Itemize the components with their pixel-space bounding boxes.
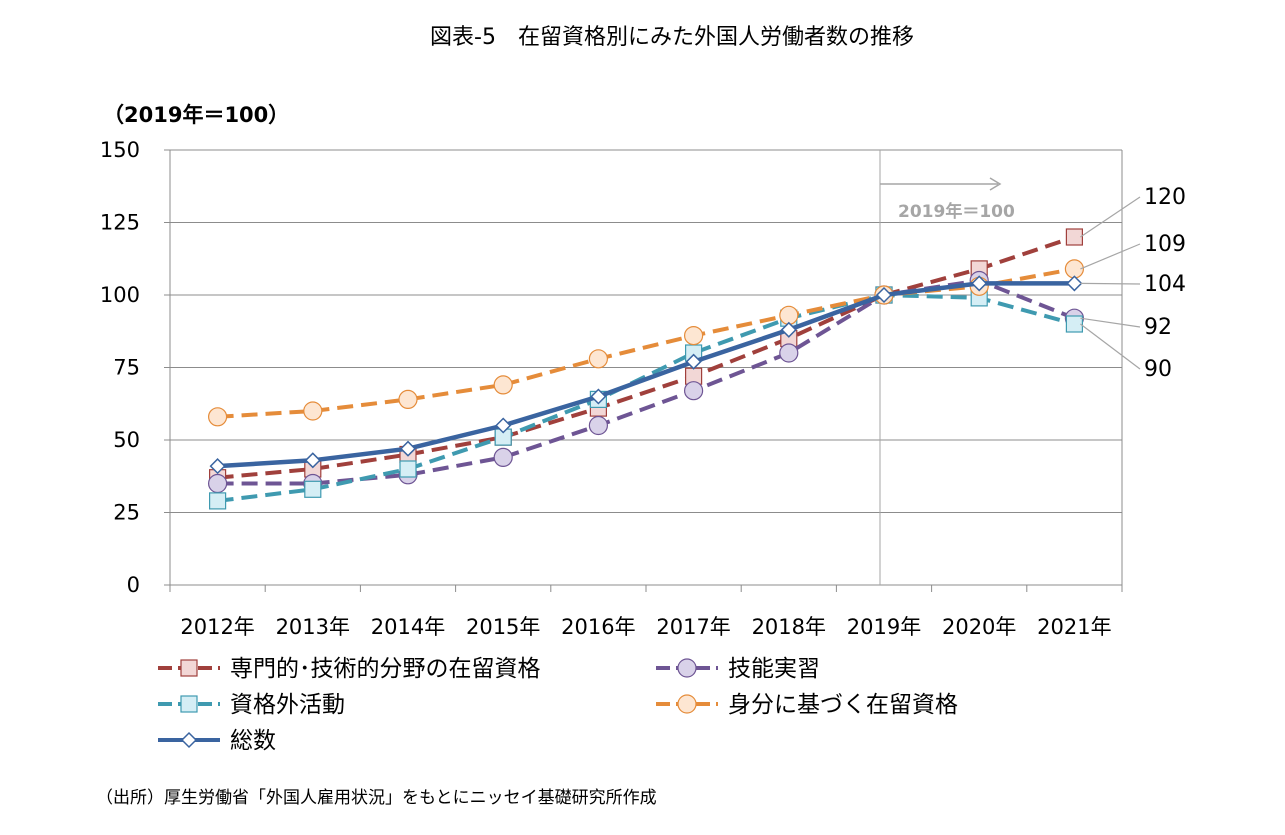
- data-point: [493, 447, 513, 467]
- end-labels: 120 109 104 92 90: [1080, 185, 1186, 382]
- y-tick-label: 25: [113, 501, 140, 525]
- leader-line: [1080, 282, 1141, 285]
- legend-label: 技能実習: [728, 656, 820, 682]
- x-tick-label: 2012年: [180, 615, 254, 639]
- x-tick-label: 2021年: [1037, 615, 1111, 639]
- data-point: [779, 343, 799, 363]
- data-point: [875, 286, 893, 304]
- x-tick-label: 2016年: [561, 615, 635, 639]
- y-tick-label: 50: [113, 428, 140, 452]
- x-tick-label: 2013年: [276, 615, 350, 639]
- data-point: [971, 275, 988, 292]
- data-point: [1065, 315, 1084, 333]
- chart-title: 図表-5 在留資格別にみた外国人労働者数の推移: [430, 25, 914, 50]
- series-line: [217, 293, 1075, 503]
- series-line: [217, 281, 1075, 469]
- data-point: [304, 452, 321, 469]
- data-point: [398, 389, 418, 409]
- data-point: [1065, 228, 1084, 246]
- legend-swatch-marker: [180, 731, 198, 749]
- y-tick-label: 100: [100, 283, 140, 307]
- series-line: [217, 235, 1076, 480]
- data-point: [399, 460, 417, 478]
- data-point: [209, 458, 226, 475]
- x-axis: 2012年 2013年 2014年 2015年 2016年 2017年 2018年 2019年…: [169, 584, 1123, 639]
- data-point: [683, 381, 704, 401]
- y-tick-label: 125: [100, 211, 140, 235]
- end-value-label: 90: [1144, 357, 1172, 382]
- x-tick-label: 2014年: [371, 615, 445, 639]
- legend-item: 資格外活動: [158, 692, 345, 718]
- gridlines: [170, 149, 1123, 586]
- legend-item: 身分に基づく在留資格: [656, 692, 958, 718]
- legend-item: 専門的･技術的分野の在留資格: [158, 656, 541, 682]
- series-line: [217, 266, 1075, 419]
- y-tick-label: 75: [113, 356, 140, 380]
- data-point: [780, 321, 797, 338]
- series-group: [208, 228, 1085, 510]
- data-point: [208, 473, 228, 494]
- legend-label: 身分に基づく在留資格: [728, 692, 958, 718]
- x-tick-label: 2017年: [656, 615, 730, 639]
- legend-swatch-marker: [677, 658, 697, 678]
- data-point: [304, 480, 322, 498]
- data-point: [495, 417, 512, 434]
- y-tick-label: 150: [100, 138, 140, 162]
- legend-swatch-marker: [180, 659, 198, 677]
- data-point: [779, 305, 799, 325]
- data-point: [493, 375, 513, 395]
- y-axis: 0 25 50 75 100 125 150: [100, 138, 171, 597]
- data-point: [685, 353, 702, 370]
- x-tick-label: 2015年: [466, 615, 540, 639]
- series-line: [217, 278, 1076, 486]
- legend-item: 技能実習: [656, 656, 820, 682]
- leader-line: [1080, 317, 1141, 328]
- data-point: [303, 401, 323, 421]
- data-point: [399, 440, 417, 457]
- data-point: [1066, 275, 1083, 292]
- legend-label: 資格外活動: [230, 692, 345, 718]
- legend-label: 専門的･技術的分野の在留資格: [230, 656, 541, 682]
- legend-label: 総数: [230, 728, 276, 754]
- annotation-arrowhead: [989, 177, 1002, 191]
- end-value-label: 120: [1144, 185, 1186, 210]
- leader-line: [1080, 243, 1141, 270]
- data-point: [683, 326, 704, 346]
- y-tick-label: 0: [127, 573, 140, 597]
- leader-line: [1080, 323, 1141, 370]
- leader-line: [1080, 196, 1141, 238]
- legend-swatch-marker: [180, 695, 198, 713]
- x-tick-label: 2020年: [942, 615, 1016, 639]
- end-value-label: 92: [1144, 315, 1172, 340]
- series-2: [209, 286, 1084, 510]
- y-unit-label: （2019年＝100）: [103, 103, 289, 127]
- data-point: [588, 349, 609, 369]
- base-year-annotation: 2019年＝100: [898, 201, 1015, 222]
- legend-item: 総数: [158, 728, 276, 754]
- source-note: （出所）厚生労働省「外国人雇用状況」をもとにニッセイ基礎研究所作成: [96, 788, 657, 808]
- data-point: [588, 415, 609, 436]
- data-point: [209, 492, 227, 510]
- end-value-label: 104: [1144, 272, 1186, 297]
- x-tick-label: 2019年: [847, 615, 921, 639]
- legend-swatch-marker: [677, 694, 697, 714]
- end-value-label: 109: [1144, 232, 1186, 257]
- series-1: [208, 270, 1085, 494]
- data-point: [590, 388, 607, 405]
- series-4: [209, 275, 1083, 475]
- data-point: [208, 407, 228, 427]
- series-0: [209, 228, 1084, 487]
- x-tick-label: 2018年: [752, 615, 826, 639]
